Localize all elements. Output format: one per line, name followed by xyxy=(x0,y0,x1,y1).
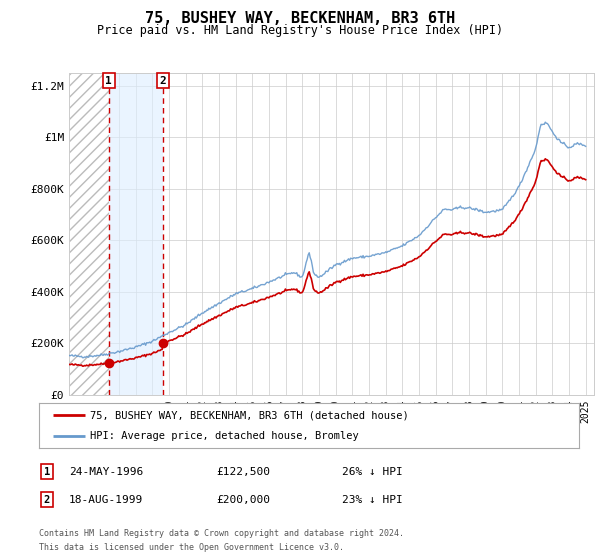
Text: Price paid vs. HM Land Registry's House Price Index (HPI): Price paid vs. HM Land Registry's House … xyxy=(97,24,503,37)
Text: 1: 1 xyxy=(106,76,112,86)
Bar xyxy=(109,73,163,395)
Text: 2: 2 xyxy=(160,76,166,86)
Text: HPI: Average price, detached house, Bromley: HPI: Average price, detached house, Brom… xyxy=(90,431,359,441)
Text: This data is licensed under the Open Government Licence v3.0.: This data is licensed under the Open Gov… xyxy=(39,543,344,552)
Text: 26% ↓ HPI: 26% ↓ HPI xyxy=(342,466,403,477)
Bar xyxy=(69,73,109,395)
Text: 24-MAY-1996: 24-MAY-1996 xyxy=(69,466,143,477)
Text: Contains HM Land Registry data © Crown copyright and database right 2024.: Contains HM Land Registry data © Crown c… xyxy=(39,529,404,538)
Text: 18-AUG-1999: 18-AUG-1999 xyxy=(69,494,143,505)
Text: 23% ↓ HPI: 23% ↓ HPI xyxy=(342,494,403,505)
Text: £122,500: £122,500 xyxy=(216,466,270,477)
Text: 1: 1 xyxy=(44,466,50,477)
Text: 75, BUSHEY WAY, BECKENHAM, BR3 6TH: 75, BUSHEY WAY, BECKENHAM, BR3 6TH xyxy=(145,11,455,26)
Text: 75, BUSHEY WAY, BECKENHAM, BR3 6TH (detached house): 75, BUSHEY WAY, BECKENHAM, BR3 6TH (deta… xyxy=(90,410,409,421)
Text: 2: 2 xyxy=(44,494,50,505)
Text: £200,000: £200,000 xyxy=(216,494,270,505)
